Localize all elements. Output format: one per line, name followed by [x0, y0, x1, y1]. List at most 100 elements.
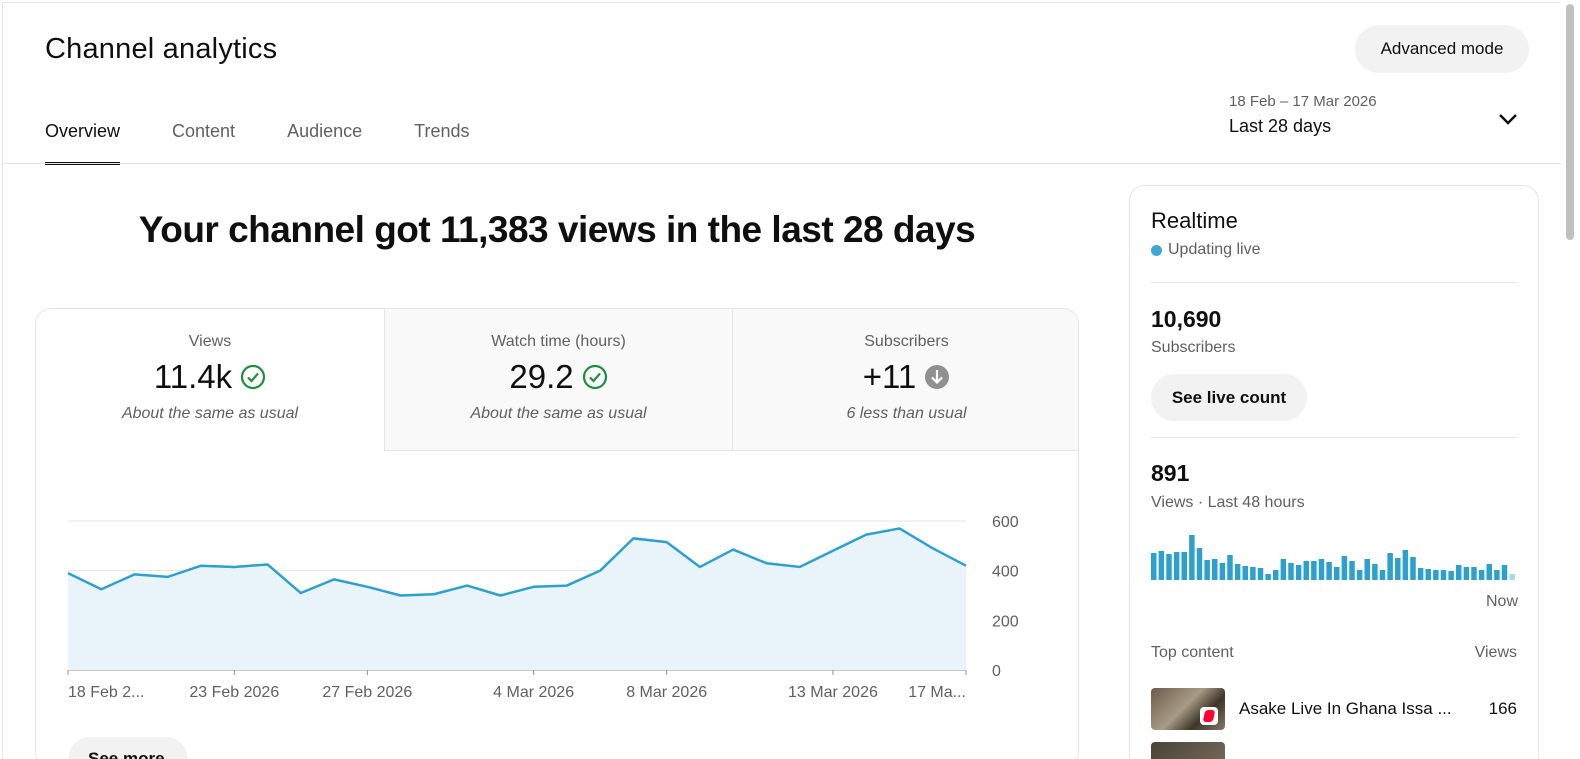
top-content-header-label: Top content	[1151, 644, 1234, 661]
realtime-view-bar	[1463, 567, 1470, 580]
realtime-view-bar	[1349, 561, 1355, 580]
headline: Your channel got 11,383 views in the las…	[138, 209, 976, 250]
date-range-label: Last 28 days	[1229, 116, 1332, 136]
realtime-view-bar	[1311, 561, 1317, 580]
video-thumbnail[interactable]	[1151, 742, 1225, 759]
arrow-down-circle-icon	[925, 365, 950, 389]
x-tick-label: 17 Ma...	[908, 684, 966, 701]
realtime-view-bar	[1509, 574, 1515, 580]
realtime-view-bar	[1456, 565, 1462, 580]
realtime-view-bar	[1158, 551, 1165, 580]
x-tick-label: 27 Feb 2026	[322, 684, 412, 701]
realtime-view-bar	[1494, 570, 1500, 580]
metric-label: Views	[188, 333, 232, 350]
metric-value: 11.4k	[153, 358, 233, 395]
realtime-view-bar	[1425, 569, 1431, 580]
check-circle-icon	[241, 364, 266, 390]
top-content-views: 166	[1488, 699, 1517, 718]
realtime-view-bar	[1433, 570, 1439, 580]
realtime-view-bar	[1242, 566, 1248, 580]
y-tick-label: 200	[992, 613, 1019, 630]
metric-value: +11	[862, 358, 917, 395]
see-more-button[interactable]: See more	[68, 737, 188, 759]
live-dot-icon	[1151, 244, 1162, 256]
realtime-view-bar	[1166, 554, 1172, 580]
realtime-view-bar	[1478, 570, 1485, 580]
metric-views[interactable]: Views 11.4k About the same as usual	[36, 309, 384, 451]
top-content-item[interactable]: Asake Live In Ghana Issa ... 166	[1151, 688, 1517, 730]
scrollbar-thumb[interactable]	[1566, 4, 1574, 240]
page-title: Channel analytics	[45, 33, 278, 65]
realtime-view-bar	[1227, 555, 1233, 580]
tab-audience[interactable]: Audience	[287, 121, 363, 141]
views-area	[68, 528, 966, 670]
realtime-view-bar	[1265, 574, 1271, 580]
metric-value-row: 29.2	[385, 357, 732, 397]
realtime-view-bar	[1234, 564, 1241, 580]
views-line	[67, 527, 967, 597]
realtime-view-bar	[1395, 558, 1401, 580]
realtime-view-bar	[1501, 565, 1508, 580]
realtime-view-bar	[1280, 559, 1287, 580]
tab-trends[interactable]: Trends	[414, 121, 470, 141]
realtime-view-bar	[1410, 557, 1416, 580]
metric-note: About the same as usual	[121, 405, 299, 422]
realtime-view-bar	[1250, 567, 1256, 580]
y-tick-label: 600	[992, 514, 1019, 531]
realtime-view-bar	[1417, 568, 1424, 580]
realtime-view-bar	[1257, 568, 1264, 580]
realtime-view-bar	[1212, 559, 1218, 580]
realtime-view-bar	[1334, 567, 1340, 580]
tab-content[interactable]: Content	[172, 121, 236, 141]
scrollbar[interactable]	[1562, 0, 1580, 759]
realtime-view-bar	[1295, 565, 1302, 580]
realtime-views-count: 891	[1151, 460, 1190, 486]
y-tick-label: 400	[992, 564, 1019, 581]
realtime-view-bar	[1173, 552, 1180, 580]
realtime-view-bar	[1151, 553, 1157, 580]
metric-tabs: Views 11.4k About the same as usual Watc…	[36, 309, 1078, 451]
realtime-view-bar	[1402, 550, 1409, 580]
date-range-dates: 18 Feb – 17 Mar 2026	[1229, 93, 1377, 110]
realtime-view-bar	[1341, 556, 1348, 580]
metric-subscribers[interactable]: Subscribers +11 6 less than usual	[732, 309, 1078, 451]
realtime-view-bar	[1181, 552, 1187, 580]
x-tick-label: 8 Mar 2026	[626, 684, 707, 701]
realtime-views-label: Views · Last 48 hours	[1151, 494, 1305, 511]
subscriber-count-label: Subscribers	[1151, 339, 1236, 356]
subscriber-count: 10,690	[1151, 306, 1222, 332]
advanced-mode-button[interactable]: Advanced mode	[1355, 25, 1529, 73]
realtime-views-bar-chart[interactable]	[1151, 532, 1517, 580]
metric-watch-time[interactable]: Watch time (hours) 29.2 About the same a…	[384, 309, 732, 451]
x-tick-label: 18 Feb 2...	[68, 684, 145, 701]
metric-value: 29.2	[509, 358, 574, 395]
top-content-views-header: Views	[1474, 644, 1517, 661]
views-chart: 0 200 400 600 18 Feb 2... 23 Feb 2026 27 Feb 2…	[67, 514, 1019, 701]
realtime-view-bar	[1318, 559, 1325, 580]
realtime-panel: Realtime Updating live 10,690 Subscriber…	[1129, 185, 1539, 759]
metric-value-row: +11	[733, 357, 1078, 397]
realtime-view-bar	[1303, 561, 1309, 580]
tab-bar: Overview Content Audience Trends	[45, 121, 521, 165]
x-tick-label: 4 Mar 2026	[493, 684, 574, 701]
realtime-title: Realtime	[1151, 208, 1238, 233]
realtime-view-bar	[1204, 560, 1210, 580]
see-live-count-button[interactable]: See live count	[1151, 374, 1307, 421]
metric-note: 6 less than usual	[846, 405, 967, 422]
video-thumbnail	[1151, 688, 1225, 730]
metric-value-row: 11.4k	[36, 357, 384, 397]
tab-overview[interactable]: Overview	[45, 121, 121, 165]
overview-card: Views 11.4k About the same as usual Watc…	[35, 308, 1079, 759]
realtime-view-bar	[1273, 570, 1279, 580]
metric-label: Watch time (hours)	[491, 333, 626, 350]
realtime-view-bar	[1372, 564, 1378, 580]
realtime-view-bar	[1288, 563, 1294, 580]
realtime-view-bar	[1196, 548, 1203, 580]
date-range-picker[interactable]: 18 Feb – 17 Mar 2026 Last 28 days	[1229, 93, 1525, 137]
divider	[1151, 437, 1517, 438]
live-status: Updating live	[1151, 241, 1261, 259]
realtime-view-bar	[1471, 567, 1477, 580]
shorts-icon	[1200, 707, 1218, 725]
chevron-down-icon[interactable]	[1497, 111, 1519, 127]
